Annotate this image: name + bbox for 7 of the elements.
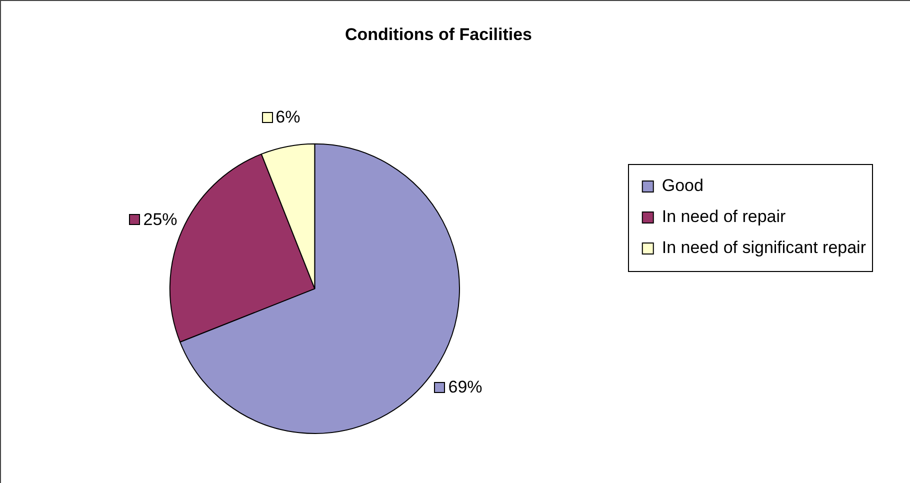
- legend-label: In need of repair: [662, 207, 786, 226]
- data-label: 6%: [276, 108, 300, 127]
- data-label: 69%: [448, 378, 482, 397]
- legend-label: Good: [662, 176, 704, 196]
- data-label: 25%: [143, 210, 178, 229]
- legend-label: In need of significant repair: [662, 238, 866, 258]
- chart-title: Conditions of Facilities: [344, 24, 532, 44]
